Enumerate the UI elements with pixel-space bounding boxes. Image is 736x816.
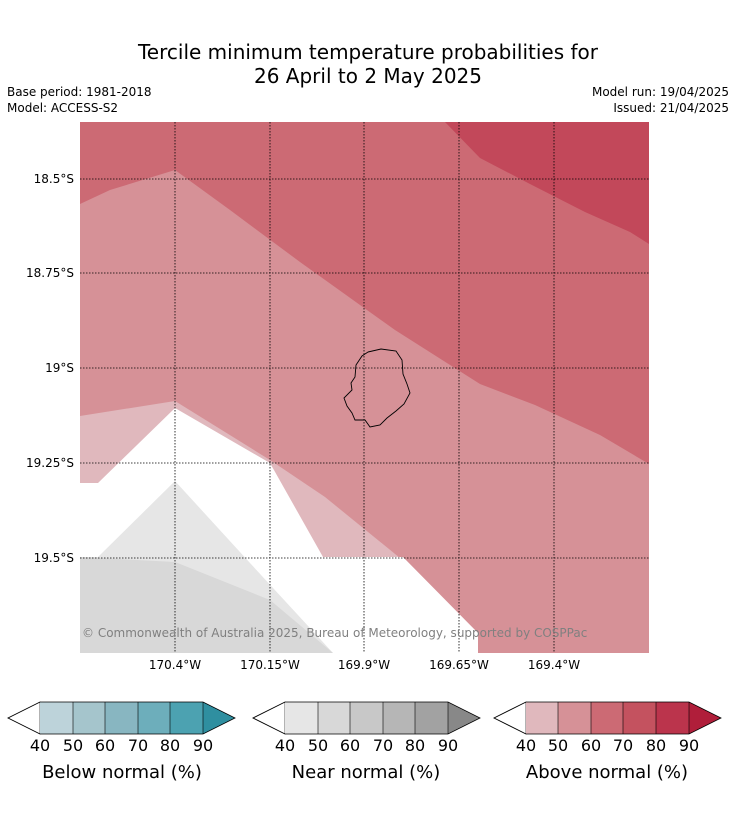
colorbar-tick: 80: [160, 736, 180, 755]
island-outline: [343, 348, 411, 428]
lat-labels: 18.5°S 18.75°S 19°S 19.25°S 19.5°S: [26, 172, 74, 565]
colorbar-swatch: [285, 702, 318, 734]
colorbar-tick: 40: [275, 736, 295, 755]
colorbar-max-arrow: [203, 702, 235, 734]
colorbar-min-arrow: [7, 701, 41, 735]
colorbar-max-arrow: [689, 702, 721, 734]
colorbar-swatch: [656, 702, 689, 734]
colorbar-tick: 50: [308, 736, 328, 755]
colorbar-tick: 90: [438, 736, 458, 755]
title-line-1: Tercile minimum temperature probabilitie…: [137, 40, 599, 64]
map-panel: © Commonwealth of Australia 2025, Bureau…: [80, 122, 649, 653]
region-above-70: [445, 122, 649, 244]
lon-label: 170.15°W: [240, 658, 300, 672]
colorbar-min-arrow: [252, 701, 286, 735]
colorbar-swatch: [350, 702, 383, 734]
colorbar-above: 40 50 60 70 80 90 Above normal (%): [493, 701, 722, 783]
lat-label: 19°S: [45, 361, 74, 375]
colorbar-tick: 40: [30, 736, 50, 755]
colorbar-near: 40 50 60 70 80 90 Near normal (%): [252, 701, 481, 783]
issued-date: Issued: 21/04/2025: [613, 101, 729, 115]
colorbar-swatch: [415, 702, 448, 734]
lat-label: 19.5°S: [34, 551, 74, 565]
lon-label: 169.4°W: [528, 658, 580, 672]
colorbar-tick: 80: [646, 736, 666, 755]
colorbar-tick: 60: [340, 736, 360, 755]
colorbar-below: 40 50 60 70 80 90 Below normal (%): [7, 701, 236, 783]
lat-label: 19.25°S: [26, 456, 74, 470]
colorbar-swatch: [383, 702, 415, 734]
colorbar-tick: 70: [128, 736, 148, 755]
lat-label: 18.5°S: [34, 172, 74, 186]
colorbar-swatch: [591, 702, 623, 734]
lat-label: 18.75°S: [26, 266, 74, 280]
colorbar-min-arrow: [493, 701, 527, 735]
colorbar-tick: 70: [373, 736, 393, 755]
colorbar-tick: 50: [548, 736, 568, 755]
model-name: Model: ACCESS-S2: [7, 101, 119, 115]
colorbar-swatch: [623, 702, 656, 734]
colorbar-swatch: [558, 702, 591, 734]
colorbar-swatch: [170, 702, 203, 734]
colorbar-tick: 60: [95, 736, 115, 755]
colorbar-swatch: [318, 702, 350, 734]
colorbar-tick: 70: [613, 736, 633, 755]
colorbar-title: Near normal (%): [292, 762, 441, 783]
lon-label: 170.4°W: [149, 658, 201, 672]
gridlines: [80, 122, 649, 653]
colorbar-tick: 80: [405, 736, 425, 755]
colorbar-swatch: [138, 702, 170, 734]
colorbar-max-arrow: [448, 702, 480, 734]
colorbar-swatch: [73, 702, 105, 734]
base-period: Base period: 1981-2018: [7, 85, 152, 99]
colorbar-swatch: [105, 702, 138, 734]
lon-label: 169.65°W: [429, 658, 489, 672]
colorbar-tick: 50: [63, 736, 83, 755]
colorbar-title: Above normal (%): [526, 762, 688, 783]
lon-labels: 170.4°W 170.15°W 169.9°W 169.65°W 169.4°…: [149, 658, 580, 672]
colorbar-tick: 40: [516, 736, 536, 755]
colorbar-title: Below normal (%): [42, 762, 202, 783]
colorbar-tick: 90: [679, 736, 699, 755]
colorbar-swatch: [40, 702, 73, 734]
colorbar-swatch: [526, 702, 558, 734]
title-line-2: 26 April to 2 May 2025: [254, 64, 482, 88]
lon-label: 169.9°W: [338, 658, 390, 672]
copyright-text: © Commonwealth of Australia 2025, Bureau…: [82, 626, 587, 640]
colorbar-tick: 60: [581, 736, 601, 755]
model-run: Model run: 19/04/2025: [591, 85, 729, 99]
colorbar-tick: 90: [193, 736, 213, 755]
